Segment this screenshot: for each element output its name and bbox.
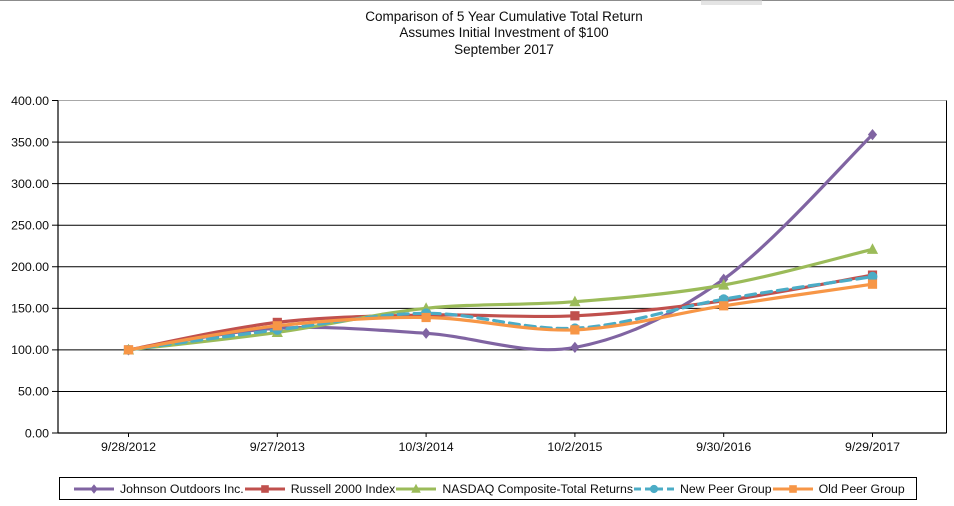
marker-johnson-outdoors-inc: [867, 129, 878, 141]
legend-label: New Peer Group: [680, 481, 772, 496]
chart-subtitle: Assumes Initial Investment of $100: [399, 25, 609, 41]
chart-title-block: Comparison of 5 Year Cumulative Total Re…: [58, 9, 950, 58]
page-top-border: [0, 0, 954, 1]
x-axis-tick-label: 9/29/2017: [845, 440, 900, 454]
marker-russell-2000-index: [570, 311, 580, 321]
chart-period-label: September 2017: [454, 41, 554, 57]
marker-old-peer-group: [421, 312, 431, 323]
marker-old-peer-group: [570, 325, 580, 335]
chart-legend: Johnson Outdoors Inc. Russell 2000 Index N…: [59, 477, 917, 500]
marker-old-peer-group: [719, 301, 729, 311]
series-line-new-peer-group: [126, 275, 875, 352]
x-axis-tick-label: 10/3/2014: [399, 440, 454, 454]
marker-nasdaq-composite-total-returns: [569, 295, 581, 307]
x-axis-tick-label: 10/2/2015: [547, 440, 602, 454]
series-line-old-peer-group: [126, 282, 875, 352]
x-axis-tick-label: 9/30/2016: [696, 440, 751, 454]
marker-new-peer-group: [867, 271, 878, 282]
legend-label: Old Peer Group: [818, 481, 905, 496]
marker-nasdaq-composite-total-returns: [866, 243, 879, 254]
legend-marker-new-peer-group-icon: [634, 484, 674, 493]
marker-johnson-outdoors-inc: [421, 327, 431, 339]
legend-label: Johnson Outdoors Inc.: [120, 481, 244, 496]
series-line-nasdaq-composite-total-returns: [126, 247, 875, 352]
y-axis-tick-label: 300.00: [11, 177, 49, 191]
y-axis-tick-label: 200.00: [11, 260, 49, 274]
legend-item-johnson-outdoors-inc: Johnson Outdoors Inc.: [73, 482, 244, 496]
series-line-russell-2000-index: [126, 273, 875, 352]
page-top-border-highlight: [701, 0, 762, 5]
legend-item-russell-2000-index: Russell 2000 Index: [244, 481, 396, 496]
y-axis-tick-label: 250.00: [11, 218, 49, 232]
y-axis-tick-label: 350.00: [11, 135, 49, 149]
y-axis-tick-label: 150.00: [11, 302, 49, 316]
y-axis-tick-label: 400.00: [11, 94, 49, 108]
y-axis-tick-label: 100.00: [11, 343, 49, 357]
chart-title: Comparison of 5 Year Cumulative Total Re…: [365, 9, 643, 24]
legend-item-nasdaq-composite-total-returns: NASDAQ Composite-Total Returns: [395, 482, 633, 496]
legend-marker-johnson-outdoors-inc-icon: [74, 483, 114, 494]
legend-marker-russell-2000-index-icon: [244, 484, 285, 493]
line-chart: 0.00 50.00 100.00 150.00 200.00 250.00 300.00 3…: [11, 94, 947, 454]
y-axis-tick-label: 50.00: [18, 385, 49, 399]
x-axis-tick-label: 9/27/2013: [250, 440, 305, 454]
legend-label: NASDAQ Composite-Total Returns: [442, 481, 633, 496]
marker-old-peer-group: [272, 321, 282, 331]
legend-marker-glyph: [649, 484, 659, 493]
marker-nasdaq-composite-total-returns: [718, 278, 730, 290]
legend-marker-old-peer-group-icon: [772, 484, 813, 493]
marker-old-peer-group: [867, 279, 878, 289]
series-line-johnson-outdoors-inc: [126, 133, 875, 352]
x-axis-tick-label: 9/28/2012: [101, 440, 156, 454]
legend-marker-glyph: [260, 484, 269, 493]
marker-johnson-outdoors-inc: [570, 341, 580, 353]
legend-item-new-peer-group: New Peer Group: [633, 482, 772, 496]
legend-label: Russell 2000 Index: [290, 481, 396, 496]
legend-item-old-peer-group: Old Peer Group: [772, 482, 905, 496]
legend-marker-glyph: [788, 484, 797, 493]
legend-marker-glyph: [411, 483, 422, 493]
legend-marker-nasdaq-composite-total-returns-icon: [396, 483, 437, 493]
marker-old-peer-group: [123, 345, 134, 355]
legend-marker-glyph: [90, 483, 98, 494]
y-axis-tick-label: 0.00: [25, 426, 49, 440]
